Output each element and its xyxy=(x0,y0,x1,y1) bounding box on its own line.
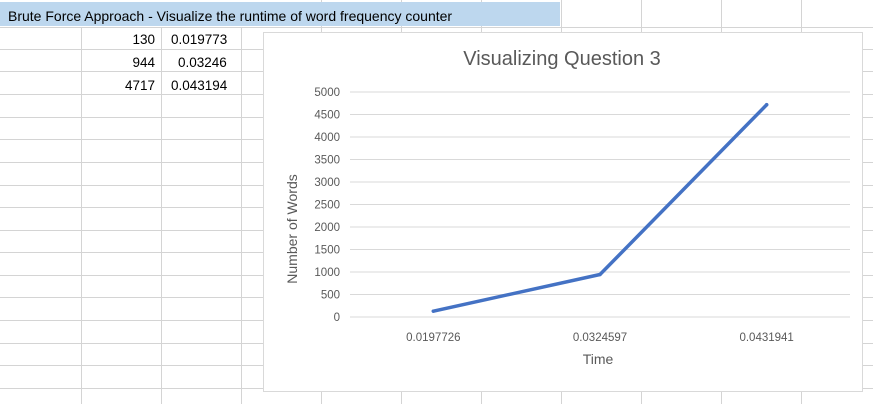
y-tick-label: 3500 xyxy=(314,155,340,167)
series-line[interactable] xyxy=(431,102,769,313)
cell-words-2[interactable]: 944 xyxy=(132,55,155,70)
y-tick-label: 2500 xyxy=(314,200,340,212)
cell-time-3[interactable]: 0.043194 xyxy=(171,78,228,93)
cell-words-1[interactable]: 130 xyxy=(132,32,155,47)
y-tick-label: 5000 xyxy=(314,87,340,99)
header-cell[interactable]: Brute Force Approach - Visualize the run… xyxy=(0,2,560,26)
line-chart[interactable]: Visualizing Question 3 Number of Words T… xyxy=(263,32,863,392)
header-text: Brute Force Approach - Visualize the run… xyxy=(8,8,453,24)
x-tick-label: 0.0324597 xyxy=(573,332,627,344)
series-layer xyxy=(431,102,769,313)
data-point[interactable] xyxy=(764,103,769,107)
y-tick-label: 4000 xyxy=(314,132,340,144)
y-axis-label: Number of Words xyxy=(284,174,300,283)
chart-title: Visualizing Question 3 xyxy=(463,48,661,70)
x-tick-label: 0.0431941 xyxy=(739,332,793,344)
cell-time-2[interactable]: 0.03246 xyxy=(178,55,227,70)
chart-svg: Visualizing Question 3 Number of Words T… xyxy=(284,48,850,367)
cell-time-1[interactable]: 0.019773 xyxy=(171,32,228,47)
data-point[interactable] xyxy=(598,272,602,277)
y-tick-label: 4500 xyxy=(314,110,340,122)
chart-gridlines xyxy=(350,91,850,318)
x-tick-label: 0.0197726 xyxy=(406,332,460,344)
y-tick-label: 2000 xyxy=(314,222,340,234)
cell-words-3[interactable]: 4717 xyxy=(124,78,155,93)
y-tick-labels: 0 500 1000 1500 2000 2500 3000 3500 4000 4500 5000 xyxy=(314,87,340,324)
data-point[interactable] xyxy=(431,309,436,313)
x-axis-label: Time xyxy=(583,351,614,367)
x-tick-labels: 0.0197726 0.0324597 0.0431941 xyxy=(406,332,794,344)
y-tick-label: 1500 xyxy=(314,245,340,257)
y-tick-label: 0 xyxy=(334,312,340,324)
y-tick-label: 3000 xyxy=(314,177,340,189)
y-tick-label: 500 xyxy=(321,290,340,302)
y-tick-label: 1000 xyxy=(314,267,340,279)
